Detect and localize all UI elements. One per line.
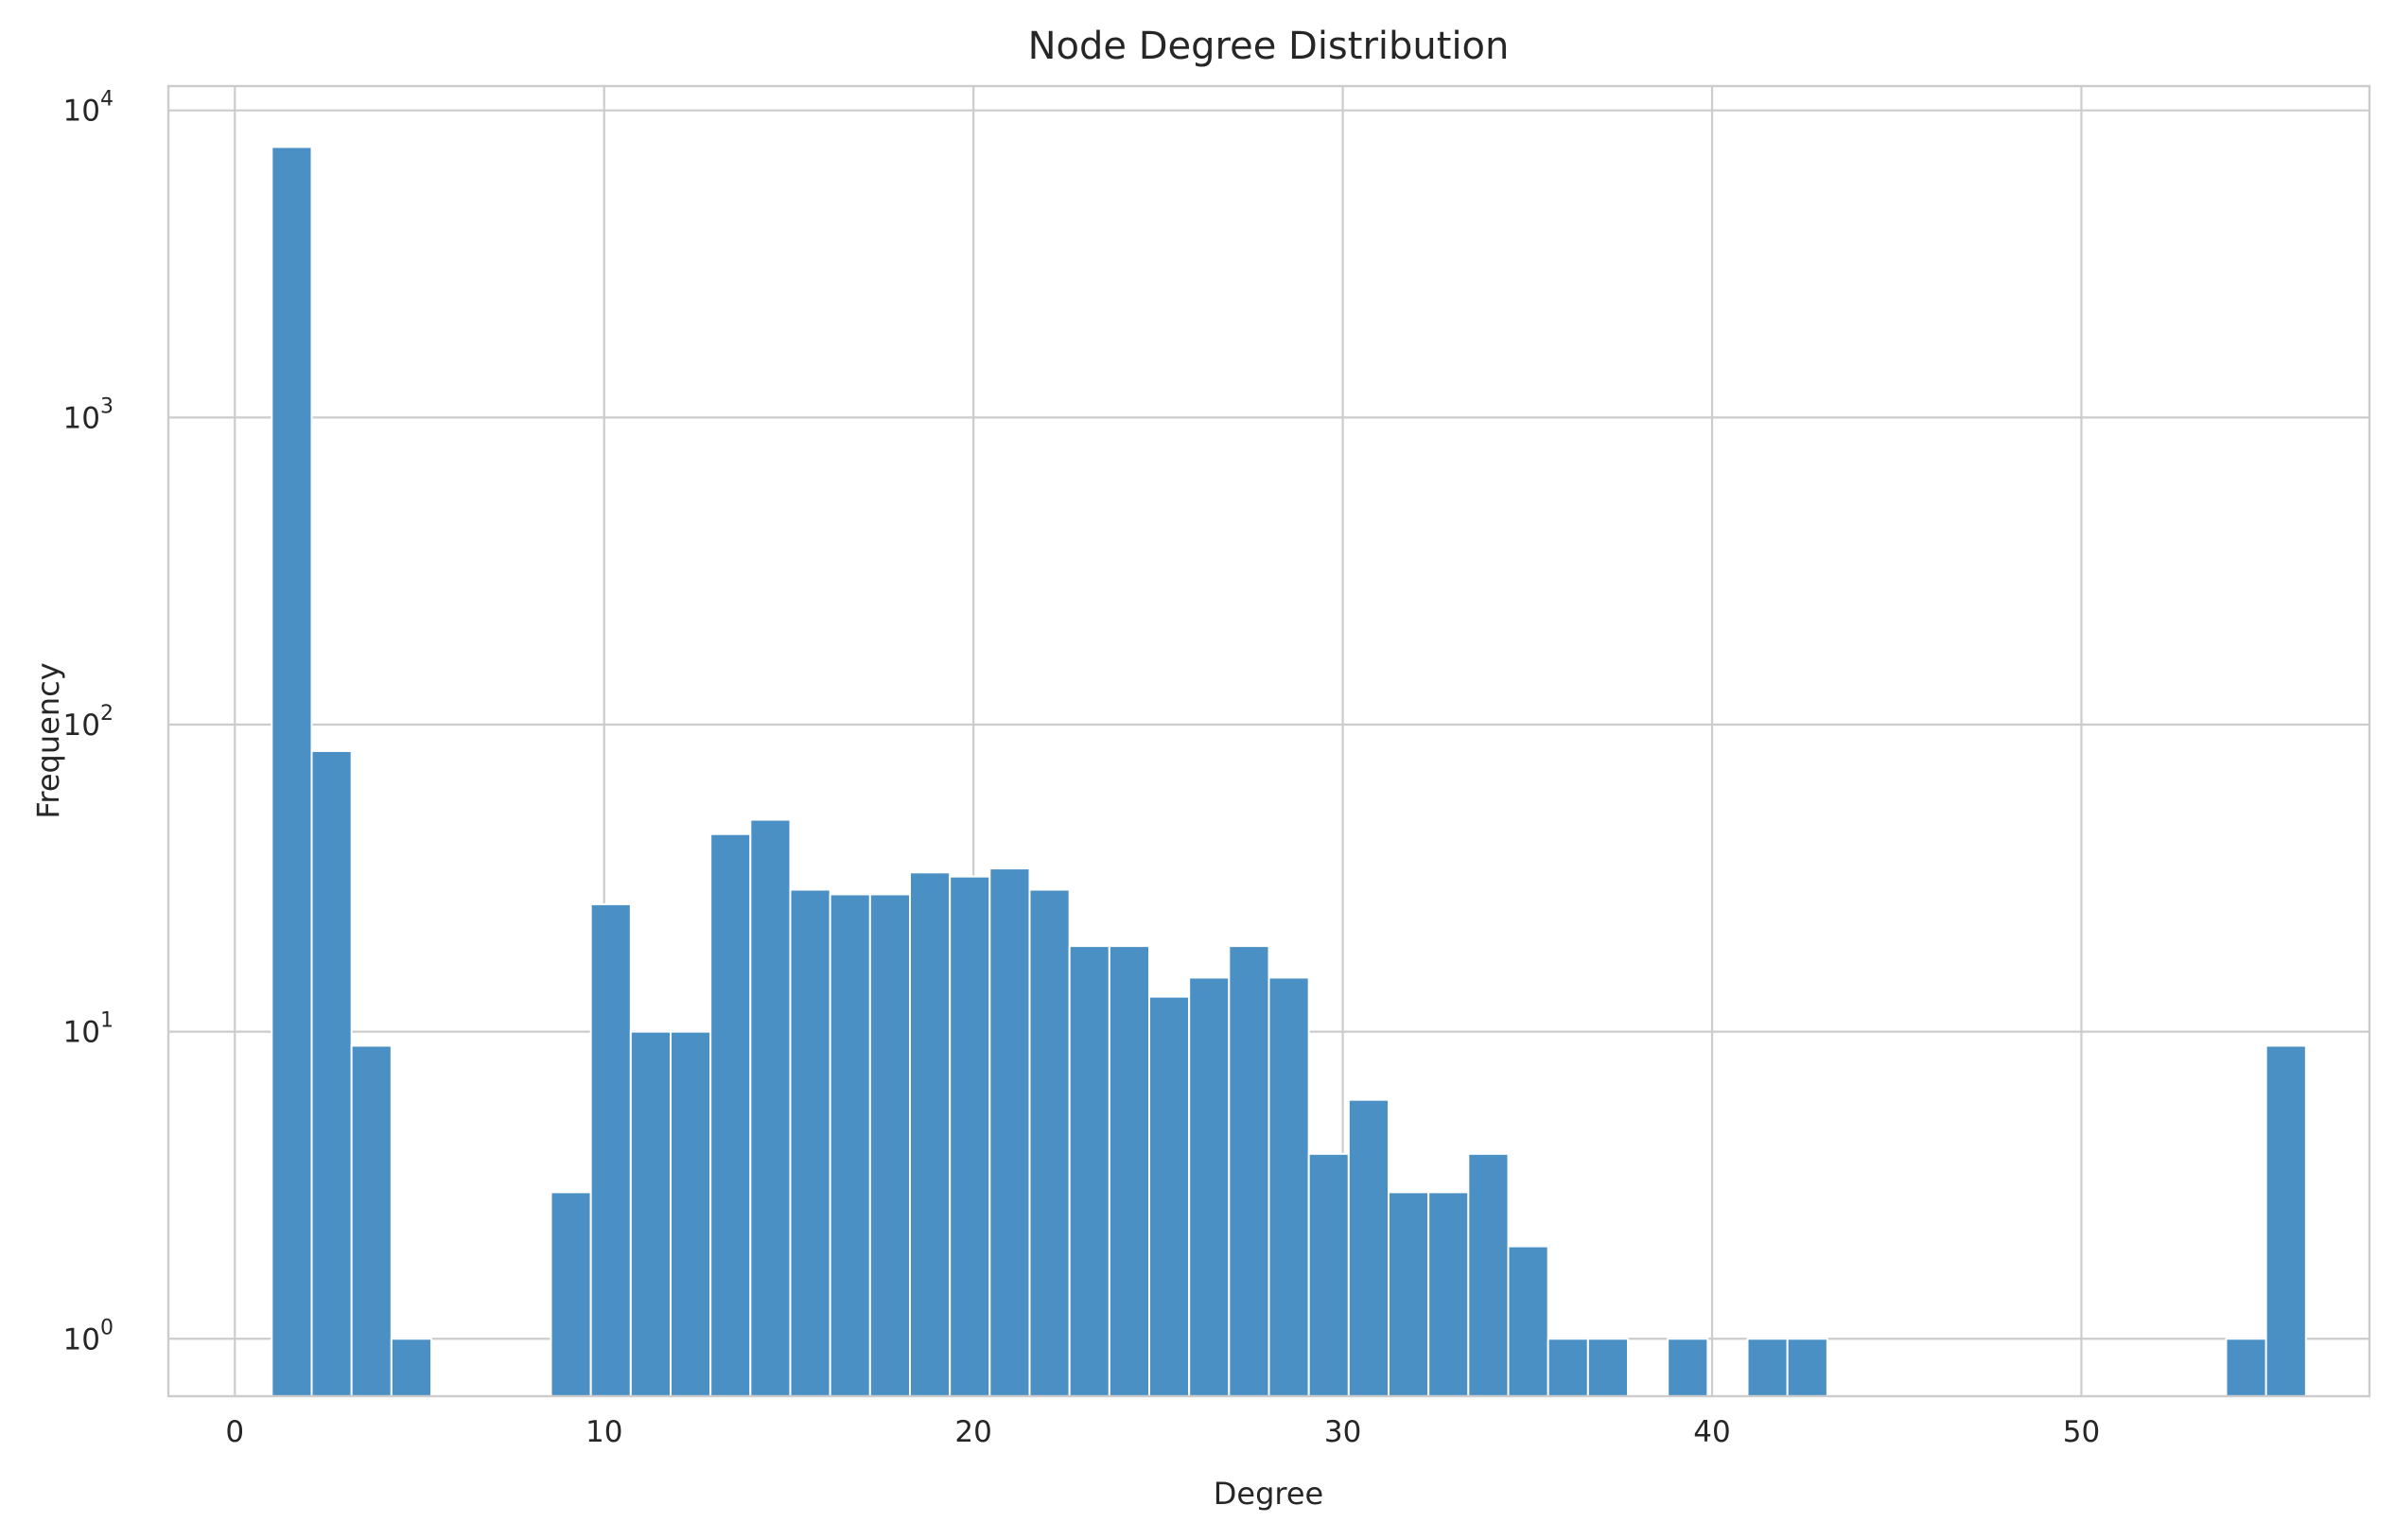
histogram-bar — [310, 749, 353, 1397]
histogram-bar — [1507, 1245, 1549, 1398]
histogram-bar — [829, 893, 871, 1397]
y-tick-label: 102 — [63, 702, 114, 743]
histogram-bar — [1427, 1191, 1470, 1397]
histogram-bar — [1467, 1152, 1510, 1397]
x-tick-label: 10 — [586, 1415, 622, 1449]
histogram-bar — [868, 893, 911, 1397]
histogram-bar — [1147, 995, 1191, 1398]
x-axis-label: Degree — [1214, 1476, 1323, 1512]
plot-frame — [166, 84, 2371, 1398]
histogram-bar — [350, 1044, 393, 1398]
histogram-bars — [271, 146, 2307, 1398]
y-axis-label: Frequency — [30, 662, 66, 818]
histogram-bar — [1228, 945, 1270, 1398]
histogram-bar — [1267, 976, 1310, 1397]
histogram-bar — [988, 867, 1031, 1397]
x-tick-labels: 0 10 20 30 40 50 — [225, 1415, 2100, 1449]
y-tick-labels: 100 101 102 103 104 — [63, 88, 114, 1357]
histogram-bar — [1388, 1191, 1430, 1397]
histogram-bar — [589, 902, 632, 1397]
y-tick-label: 104 — [63, 88, 114, 129]
histogram-bar — [2264, 1044, 2307, 1398]
histogram-bar — [1108, 945, 1150, 1398]
histogram-bar — [1307, 1152, 1350, 1397]
histogram-bar — [1547, 1338, 1589, 1398]
histogram-bar — [390, 1338, 432, 1398]
histogram-bar — [1028, 888, 1071, 1397]
x-tick-label: 0 — [225, 1415, 244, 1449]
histogram-bar — [669, 1030, 712, 1397]
chart-title: Node Degree Distribution — [1028, 25, 1510, 68]
histogram-bar — [949, 875, 991, 1397]
histogram-bar — [749, 818, 792, 1397]
histogram-bar — [629, 1030, 672, 1397]
x-tick-label: 20 — [954, 1415, 991, 1449]
histogram-bar — [1188, 976, 1231, 1397]
histogram-bar — [2225, 1338, 2267, 1398]
histogram-bar — [1347, 1098, 1390, 1397]
histogram-bar — [271, 146, 313, 1397]
x-tick-label: 30 — [1324, 1415, 1361, 1449]
histogram-bar — [1586, 1338, 1630, 1398]
y-tick-label: 103 — [63, 394, 114, 435]
histogram-bar — [1746, 1338, 1789, 1398]
y-tick-label: 100 — [63, 1316, 114, 1356]
histogram-bar — [789, 888, 831, 1397]
histogram-bar — [1068, 945, 1110, 1398]
histogram-bar — [908, 871, 952, 1397]
x-tick-label: 40 — [1693, 1415, 1730, 1449]
histogram-bar — [550, 1191, 592, 1397]
histogram-bar — [709, 832, 752, 1397]
histogram-bar — [1667, 1338, 1709, 1398]
histogram-bar — [1786, 1338, 1828, 1398]
y-tick-label: 101 — [63, 1009, 114, 1050]
x-tick-label: 50 — [2063, 1415, 2100, 1449]
x-gridlines — [234, 86, 2083, 1396]
